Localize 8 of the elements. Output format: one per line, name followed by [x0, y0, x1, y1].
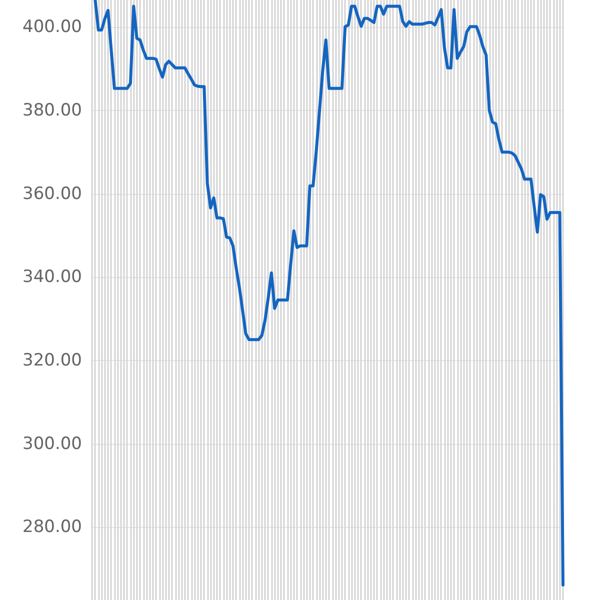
y-tick-label: 400.00: [22, 17, 82, 38]
y-tick-label: 340.00: [22, 267, 82, 288]
y-tick-label: 280.00: [22, 517, 82, 538]
line-series: [94, 0, 564, 586]
y-tick-label: 380.00: [22, 100, 82, 120]
y-tick-label: 360.00: [22, 184, 82, 204]
y-tick-label: 320.00: [22, 350, 82, 370]
y-tick-label: 300.00: [22, 434, 82, 454]
